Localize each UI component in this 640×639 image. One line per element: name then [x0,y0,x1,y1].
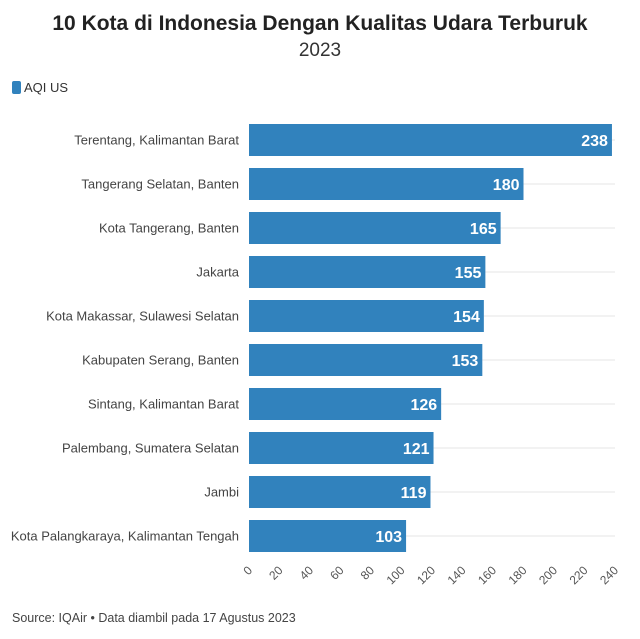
x-tick-label: 100 [384,563,408,587]
bar-chart: Terentang, Kalimantan Barat Tangerang Sel… [11,124,621,587]
category-label: Kota Makassar, Sulawesi Selatan [46,309,239,324]
bar [249,300,484,332]
category-label: Jakarta [196,265,239,280]
category-label: Jambi [204,485,239,500]
category-label: Sintang, Kalimantan Barat [88,397,239,412]
data-label: 103 [375,529,402,546]
bar [249,212,501,244]
value-labels: 238 180 165 155 154 153 126 121 119 103 [375,133,608,546]
x-tick-label: 200 [536,563,560,587]
x-tick-label: 60 [327,563,347,583]
data-label: 153 [452,353,479,370]
legend-swatch [12,81,21,94]
x-tick-label: 220 [567,563,591,587]
bar [249,388,442,420]
category-label: Tangerang Selatan, Banten [81,177,239,192]
category-labels: Terentang, Kalimantan Barat Tangerang Sel… [11,133,240,544]
data-label: 121 [403,441,430,458]
bar [249,168,524,200]
chart-subtitle: 2023 [298,40,342,61]
x-tick-label: 180 [506,563,530,587]
bar [249,344,483,376]
x-tick-label: 40 [297,563,317,583]
category-label: Palembang, Sumatera Selatan [62,441,239,456]
source-note: Source: IQAir • Data diambil pada 17 Agu… [12,611,296,625]
chart-title: 10 Kota di Indonesia Dengan Kualitas Uda… [52,12,588,35]
data-label: 154 [453,309,480,326]
bar [249,124,612,156]
x-tick-label: 140 [445,563,469,587]
data-label: 238 [581,133,608,150]
bar [249,520,407,552]
legend-label: AQI US [24,80,69,95]
category-label: Kabupaten Serang, Banten [82,353,239,368]
bar [249,256,486,288]
legend: AQI US [12,80,68,95]
data-label: 165 [470,221,497,238]
x-tick-label: 0 [240,563,255,578]
x-tick-label: 80 [358,563,378,583]
data-label: 180 [493,177,520,194]
category-label: Kota Tangerang, Banten [99,221,239,236]
x-tick-label: 240 [597,563,621,587]
data-label: 119 [401,485,427,502]
category-label: Terentang, Kalimantan Barat [74,133,239,148]
bars [249,124,612,552]
category-label: Kota Palangkaraya, Kalimantan Tengah [11,529,239,544]
data-label: 126 [410,397,437,414]
x-tick-label: 20 [266,563,286,583]
bar [249,432,434,464]
x-axis-ticks: 0 20 40 60 80 100 120 140 160 180 200 220 240 [240,563,621,587]
x-tick-label: 120 [414,563,438,587]
data-label: 155 [455,265,482,282]
bar [249,476,431,508]
x-tick-label: 160 [475,563,499,587]
